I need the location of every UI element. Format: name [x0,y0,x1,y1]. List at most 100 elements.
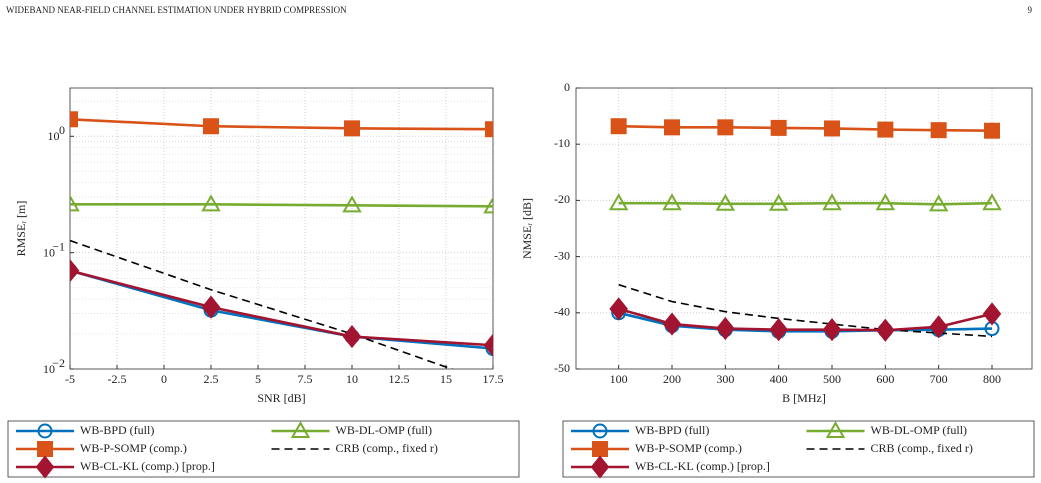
y-tick-exponent: −1 [52,239,65,253]
data-point [485,121,493,138]
data-point [70,259,80,283]
series-line [618,124,993,133]
x-tick-label: 10 [346,372,358,386]
x-tick-label: -2.5 [108,372,127,386]
data-point [483,196,493,214]
series-line [70,117,493,131]
data-point [610,118,627,135]
legend-marker [592,423,608,439]
x-tick-label: 0 [161,372,167,386]
x-tick-label: 300 [716,372,734,386]
y-axis-label: RMSEᵣ [m] [14,201,28,257]
data-point [342,195,362,213]
x-tick-label: 400 [770,372,788,386]
x-tick-label: 12.5 [389,372,410,386]
x-axis-label: B [MHz] [782,391,826,405]
axes-box [575,87,1033,370]
legend-label: WB-P-SOMP (comp.) [635,441,742,455]
series-line [618,307,993,332]
data-point [984,122,1000,139]
data-point [609,297,628,321]
data-point [768,193,789,211]
data-point [70,111,78,128]
legend-box [7,420,520,478]
x-tick-label: 15 [440,372,452,386]
series-line [618,283,993,338]
legend-label: CRB (comp., fixed r) [336,441,438,455]
x-tick-label: 2.5 [204,372,219,386]
data-point [928,194,949,212]
legend-marker [290,420,311,438]
data-point [201,194,221,212]
y-tick-label: 10 [48,129,60,143]
data-point [716,316,735,341]
data-point [769,318,788,342]
plot-area [70,88,493,369]
y-tick-label: -50 [554,361,570,375]
x-tick-label: 700 [930,372,948,386]
data-point [342,324,362,349]
series-line [70,269,493,347]
data-point [717,119,734,136]
data-point [822,318,842,342]
data-point [608,193,629,211]
x-tick-label: 600 [876,372,894,386]
legend-marker [35,455,55,479]
data-point [877,121,894,138]
legend-label: WB-BPD (full) [80,423,154,437]
data-point [982,302,1002,326]
legend-label: CRB (comp., fixed r) [871,441,973,455]
data-point [344,120,360,137]
data-point [875,193,896,211]
x-tick-label: 7.5 [298,372,313,386]
plot-series [608,118,1002,342]
y-tick-label: 10 [43,362,55,376]
data-point [662,193,682,211]
plot-series [70,111,493,369]
x-tick-label: 500 [823,372,841,386]
series-line [618,201,993,206]
legend-label: WB-DL-OMP (full) [871,423,968,437]
data-point [662,312,682,336]
series-line [618,311,993,333]
x-tick-label: -5 [65,372,75,386]
data-point [876,318,895,342]
data-point [70,194,80,212]
axes-box [69,87,494,370]
legend-marker [37,441,53,457]
y-tick-exponent: −2 [52,356,65,370]
x-tick-label: 800 [983,372,1001,386]
page-number: 9 [1028,5,1033,15]
y-tick-label: 0 [564,80,570,94]
y-tick-label: -40 [554,305,570,319]
data-point [203,118,219,135]
data-point [930,122,947,139]
legend-marker [37,423,53,439]
data-point [822,193,842,211]
data-point [483,333,493,357]
y-tick-label: -20 [554,192,570,206]
series-line [70,269,493,350]
legend-label: WB-BPD (full) [635,423,709,437]
legend-marker [592,441,608,457]
data-point [201,295,221,319]
y-tick-label: -10 [554,136,570,150]
running-header: WIDEBAND NEAR-FIELD CHANNEL ESTIMATION U… [6,5,347,15]
y-axis-label: NMSEᵣ [dB] [520,198,534,259]
x-tick-label: 5 [255,372,261,386]
legend-label: WB-P-SOMP (comp.) [80,441,187,455]
data-point [929,315,948,339]
x-tick-label: 17.5 [483,372,504,386]
legend-label: WB-DL-OMP (full) [336,423,433,437]
legend-label: WB-CL-KL (comp.) [prop.] [635,459,770,473]
data-point [824,120,840,137]
data-point [770,119,787,136]
legend-label: WB-CL-KL (comp.) [prop.] [80,459,215,473]
x-axis-label: SNR [dB] [257,391,305,405]
legend-box [562,420,1035,478]
x-tick-label: 200 [663,372,681,386]
data-point [982,193,1002,211]
series-line [70,239,455,369]
x-tick-label: 100 [610,372,628,386]
